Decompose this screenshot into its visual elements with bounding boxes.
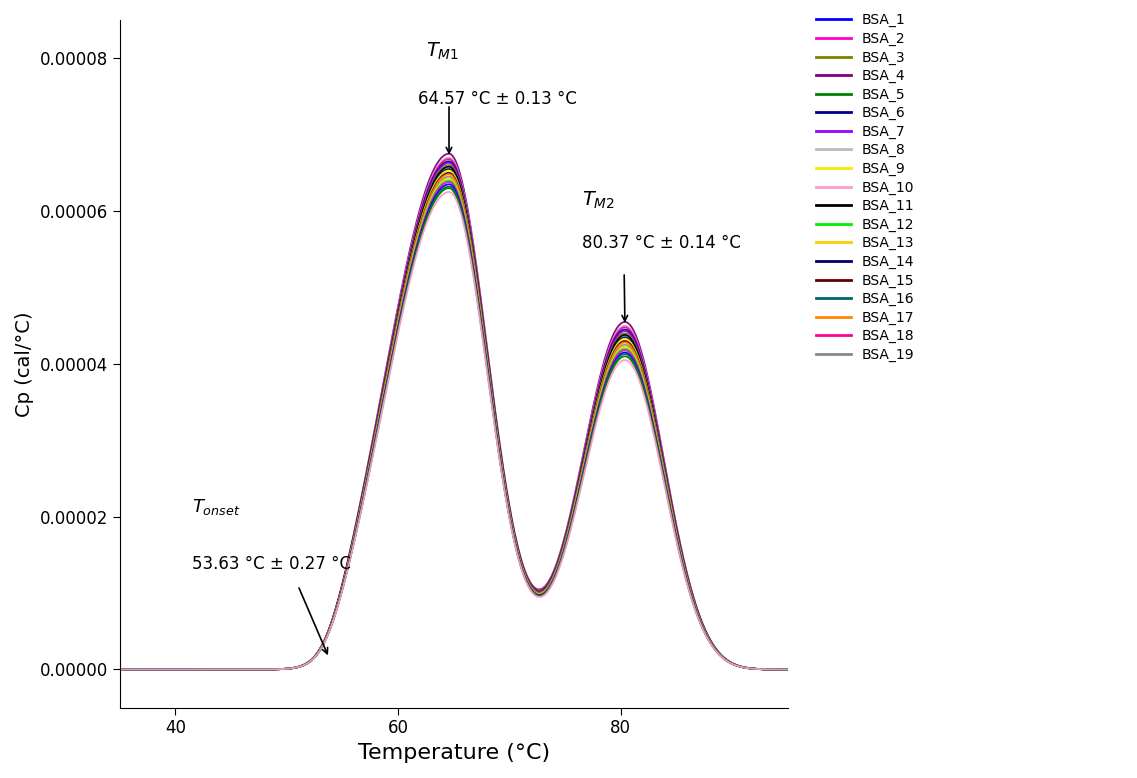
Y-axis label: Cp (cal/°C): Cp (cal/°C) — [15, 311, 34, 416]
Legend: BSA_1, BSA_2, BSA_3, BSA_4, BSA_5, BSA_6, BSA_7, BSA_8, BSA_9, BSA_10, BSA_11, B: BSA_1, BSA_2, BSA_3, BSA_4, BSA_5, BSA_6… — [816, 13, 914, 362]
X-axis label: Temperature (°C): Temperature (°C) — [358, 743, 550, 763]
Text: 53.63 °C ± 0.27 °C: 53.63 °C ± 0.27 °C — [192, 555, 351, 573]
Text: $T_{M1}$: $T_{M1}$ — [426, 40, 459, 62]
Text: 80.37 °C ± 0.14 °C: 80.37 °C ± 0.14 °C — [582, 234, 740, 252]
Text: $T_{M2}$: $T_{M2}$ — [582, 190, 615, 211]
Text: $T_{onset}$: $T_{onset}$ — [192, 496, 240, 517]
Text: 64.57 °C ± 0.13 °C: 64.57 °C ± 0.13 °C — [418, 90, 578, 108]
